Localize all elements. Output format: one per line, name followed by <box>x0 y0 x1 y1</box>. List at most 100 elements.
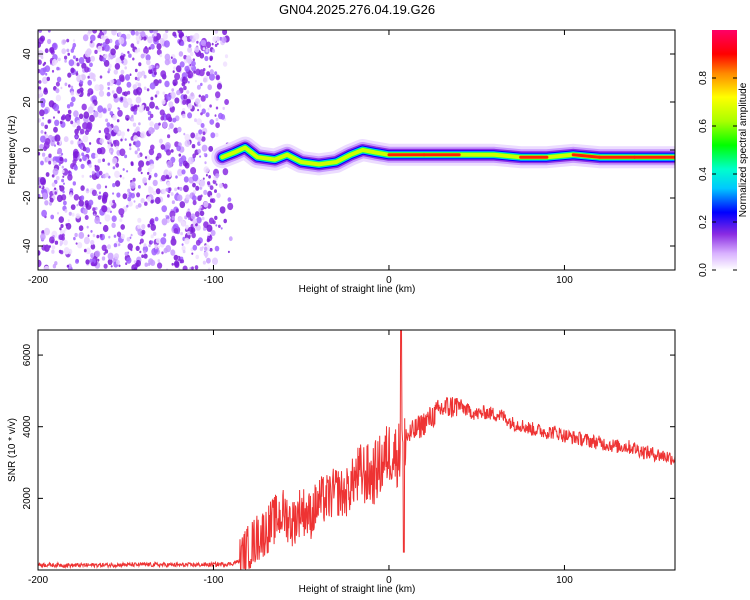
x-tick-label: 100 <box>556 275 573 286</box>
noise-speckle <box>90 243 96 250</box>
noise-speckle <box>110 265 113 268</box>
noise-speckle <box>153 71 157 76</box>
noise-speckle <box>116 231 122 238</box>
noise-speckle <box>209 69 214 75</box>
noise-speckle <box>136 192 141 198</box>
noise-speckle <box>59 230 63 235</box>
noise-speckle <box>76 62 80 67</box>
noise-speckle <box>205 112 210 118</box>
noise-speckle <box>130 106 135 112</box>
noise-speckle <box>199 155 202 158</box>
noise-speckle <box>41 152 46 157</box>
noise-speckle <box>192 153 197 159</box>
noise-speckle <box>167 194 170 198</box>
noise-speckle <box>39 177 46 185</box>
noise-speckle <box>90 34 96 42</box>
noise-speckle <box>202 260 206 265</box>
noise-speckle <box>165 214 168 218</box>
y-tick-label: -40 <box>22 238 33 253</box>
noise-speckle <box>205 173 208 177</box>
noise-speckle <box>160 144 166 150</box>
noise-speckle <box>76 89 81 94</box>
noise-speckle <box>138 122 141 126</box>
noise-speckle <box>187 103 193 110</box>
noise-speckle <box>173 66 177 70</box>
noise-speckle <box>72 151 79 159</box>
noise-speckle <box>190 213 196 220</box>
noise-speckle <box>144 262 149 267</box>
noise-speckle <box>163 233 167 237</box>
noise-speckle <box>161 188 167 195</box>
noise-speckle <box>142 177 148 184</box>
noise-speckle <box>47 30 51 33</box>
noise-speckle <box>134 140 141 148</box>
noise-speckle <box>40 233 46 241</box>
noise-speckle <box>126 192 130 196</box>
noise-speckle <box>78 199 84 207</box>
noise-speckle <box>94 216 101 224</box>
noise-speckle <box>117 107 120 110</box>
x-tick-label: 0 <box>386 275 392 286</box>
noise-speckle <box>201 136 206 142</box>
noise-speckle <box>224 54 229 59</box>
noise-speckle <box>207 84 212 91</box>
noise-speckle <box>46 76 50 82</box>
noise-speckle <box>208 175 212 179</box>
noise-speckle <box>192 200 197 206</box>
noise-speckle <box>137 217 142 223</box>
noise-speckle <box>98 170 103 176</box>
noise-speckle <box>166 93 172 101</box>
noise-speckle <box>170 56 173 59</box>
noise-speckle <box>67 263 72 269</box>
colorbar-tick-label: 0.0 <box>698 263 709 277</box>
noise-speckle <box>154 172 158 178</box>
noise-speckle <box>102 57 106 62</box>
noise-speckle <box>199 205 202 209</box>
noise-speckle <box>80 195 85 201</box>
noise-speckle <box>162 121 168 128</box>
noise-speckle <box>56 141 60 146</box>
noise-speckle <box>62 175 65 178</box>
noise-speckle <box>179 162 183 167</box>
noise-speckle <box>64 59 67 63</box>
noise-speckle <box>211 42 214 46</box>
noise-speckle <box>223 218 227 224</box>
noise-speckle <box>78 225 84 232</box>
noise-speckle <box>138 62 142 67</box>
noise-speckle <box>200 194 203 198</box>
noise-speckle <box>145 106 150 112</box>
noise-speckle <box>177 216 184 224</box>
noise-speckle <box>188 44 192 48</box>
noise-region <box>38 30 234 270</box>
noise-speckle <box>206 238 210 243</box>
noise-speckle <box>90 73 96 80</box>
noise-speckle <box>63 200 67 206</box>
noise-speckle <box>202 177 205 180</box>
noise-speckle <box>79 144 83 149</box>
noise-speckle <box>68 170 71 174</box>
noise-speckle <box>201 144 208 152</box>
noise-speckle <box>143 36 147 41</box>
noise-speckle <box>133 267 138 270</box>
noise-speckle <box>48 160 52 165</box>
noise-speckle <box>182 76 186 81</box>
noise-speckle <box>49 47 55 54</box>
noise-speckle <box>59 243 62 247</box>
noise-speckle <box>126 257 132 264</box>
noise-speckle <box>79 79 84 85</box>
noise-speckle <box>118 243 121 247</box>
noise-speckle <box>62 230 66 234</box>
noise-speckle <box>113 93 118 99</box>
noise-speckle <box>127 243 133 251</box>
noise-speckle <box>169 106 175 113</box>
noise-speckle <box>72 42 77 48</box>
noise-speckle <box>214 71 218 76</box>
noise-speckle <box>99 54 102 58</box>
noise-speckle <box>102 191 109 199</box>
noise-speckle <box>111 30 117 36</box>
noise-speckle <box>140 198 145 204</box>
colorbar-tick-label: 0.8 <box>698 71 709 85</box>
noise-speckle <box>81 174 85 178</box>
noise-speckle <box>137 82 142 88</box>
